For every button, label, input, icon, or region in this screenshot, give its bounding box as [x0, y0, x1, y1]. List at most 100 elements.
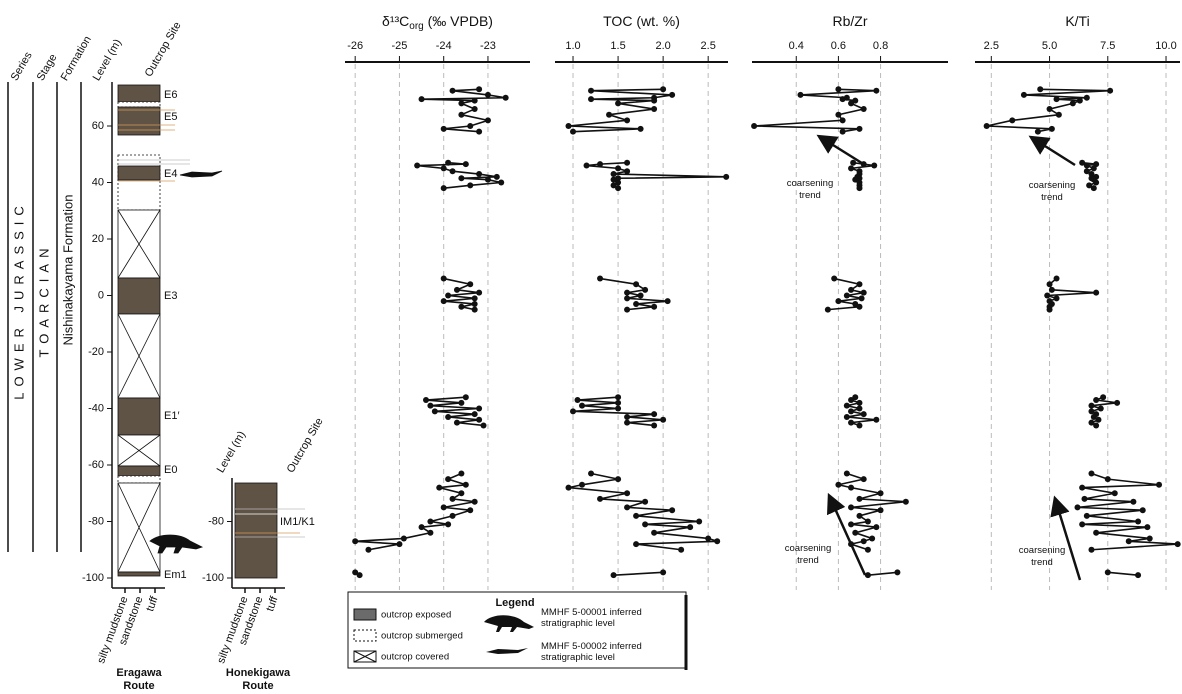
data-point [1130, 498, 1137, 505]
data-point [1074, 504, 1081, 511]
data-point [848, 165, 855, 172]
data-point [1048, 125, 1055, 132]
panel-title: K/Ti [1065, 13, 1089, 29]
data-point [615, 165, 622, 172]
data-point [610, 176, 617, 183]
data-point [869, 535, 876, 542]
panel-title: TOC (wt. %) [603, 13, 680, 29]
data-point [471, 106, 478, 113]
annotation: coarsening trend [785, 543, 831, 566]
data-point [352, 538, 359, 545]
data-point [484, 176, 491, 183]
data-point [440, 275, 447, 282]
data-point [831, 275, 838, 282]
data-point [467, 281, 474, 288]
data-point [633, 281, 640, 288]
data-point [356, 572, 363, 579]
data-point [476, 128, 483, 135]
data-point [873, 524, 880, 531]
data-point [597, 161, 604, 168]
x-tick-label: 2.5 [701, 40, 716, 52]
data-point [1104, 569, 1111, 576]
data-point [651, 529, 658, 536]
data-point [352, 569, 359, 576]
data-point [610, 182, 617, 189]
x-tick-label: -23 [480, 40, 496, 52]
data-point [471, 498, 478, 505]
data-point [615, 185, 622, 192]
data-point [1093, 179, 1100, 186]
data-point [624, 168, 631, 175]
data-point [396, 541, 403, 548]
site-label: E0 [164, 464, 177, 476]
data-point [852, 176, 859, 183]
data-point [856, 125, 863, 132]
data-point [1093, 529, 1100, 536]
outcrop-column [117, 84, 305, 579]
annotation-line: trend [797, 555, 819, 566]
data-point [660, 569, 667, 576]
data-point [484, 117, 491, 124]
data-point [431, 408, 438, 415]
data-line [613, 571, 664, 576]
data-point [864, 572, 871, 579]
data-point [1135, 572, 1142, 579]
data-point [445, 292, 452, 299]
data-point [624, 490, 631, 497]
data-point [467, 507, 474, 514]
x-tick-label: 1.0 [565, 40, 580, 52]
data-point [848, 408, 855, 415]
data-point [1081, 495, 1088, 502]
trend-arrow [827, 492, 867, 576]
legend-fossil: MMHF 5-00002 inferred stratigraphic level [541, 641, 642, 663]
data-point [440, 125, 447, 132]
x-tick-label: 0.4 [789, 40, 804, 52]
header: Series [9, 50, 35, 83]
trend-arrow [1050, 495, 1082, 581]
data-point [1090, 413, 1097, 420]
data-point [1093, 422, 1100, 429]
x-tick-label: 1.5 [610, 40, 625, 52]
data-point [615, 100, 622, 107]
data-point [651, 411, 658, 418]
data-point [1090, 185, 1097, 192]
data-point [1053, 96, 1060, 103]
data-point [852, 97, 859, 104]
level-tick-label: 60 [92, 120, 104, 132]
data-point [642, 521, 649, 528]
data-point [1156, 481, 1163, 488]
column-frame [7, 82, 285, 593]
data-point [1055, 111, 1062, 118]
header: Formation [59, 34, 94, 83]
data-point [624, 159, 631, 166]
data-point [422, 397, 429, 404]
legend-item: outcrop submerged [381, 631, 463, 642]
data-point [852, 394, 859, 401]
site-label: Em1 [164, 569, 187, 581]
data-point [848, 504, 855, 511]
data-point [449, 87, 456, 94]
data-point [835, 298, 842, 305]
level-tick-label: -100 [202, 572, 224, 584]
data-point [1088, 470, 1095, 477]
data-line [586, 161, 727, 189]
data-point [476, 289, 483, 296]
data-point [502, 94, 509, 101]
data-point [835, 111, 842, 118]
data-point [1107, 87, 1114, 94]
data-point [440, 185, 447, 192]
data-point [1048, 286, 1055, 293]
data-point [633, 541, 640, 548]
data-point [1053, 275, 1060, 282]
legend-item: outcrop covered [381, 652, 449, 663]
data-line [1077, 472, 1178, 551]
data-point [458, 100, 465, 107]
data-point [1079, 159, 1086, 166]
data-point [458, 111, 465, 118]
panel: TOC (wt. %) 1.0 1.5 2.0 2.5 [555, 13, 730, 590]
data-point [860, 411, 867, 418]
data-point [480, 422, 487, 429]
